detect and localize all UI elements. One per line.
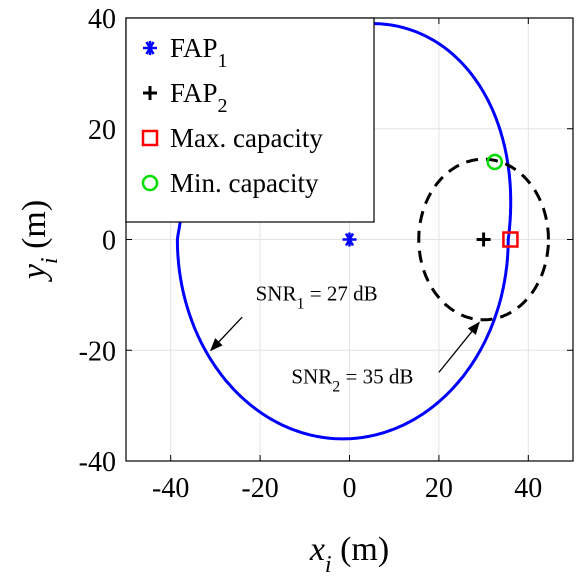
markers — [342, 153, 519, 248]
annotation-arrow-snr2 — [438, 321, 480, 373]
contour-snr1 — [175, 21, 513, 441]
marker-mincap — [486, 153, 504, 171]
legend-marker-fap2 — [143, 86, 157, 100]
legend-label-maxcap: Max. capacity — [170, 123, 323, 153]
legend-marker-maxcap — [141, 129, 159, 147]
legend-label-fap2: FAP2 — [170, 78, 228, 117]
marker-maxcap — [502, 231, 519, 248]
y-axis-label: yi (m) — [16, 200, 63, 282]
legend-marker-mincap — [141, 174, 159, 192]
marker-fap2 — [476, 232, 491, 247]
x-tick-label: -20 — [241, 473, 278, 504]
legend-label-mincap: Min. capacity — [170, 168, 319, 198]
contour-snr2 — [417, 157, 550, 322]
x-tick-label: 20 — [425, 473, 453, 504]
y-tick-label: 0 — [102, 226, 116, 257]
contours — [175, 21, 550, 441]
legend-marker-fap1 — [143, 41, 157, 55]
y-tick-label: -20 — [79, 336, 116, 367]
y-tick-label: -40 — [79, 447, 116, 478]
annotations: SNR1 = 27 dB SNR2 = 35 dB — [210, 281, 480, 395]
y-tick-label: 20 — [88, 115, 116, 146]
x-axis-label: xi (m) — [309, 531, 389, 578]
x-tick-label: 40 — [514, 473, 542, 504]
legend-label-fap1: FAP1 — [170, 33, 228, 72]
legend: FAP1 FAP2 Max. capacity Min. capacity — [125, 17, 375, 223]
x-tick-label: -40 — [152, 473, 189, 504]
annotation-snr1: SNR1 = 27 dB — [256, 281, 378, 312]
annotation-snr2: SNR2 = 35 dB — [291, 364, 413, 395]
ticks: -40 -20 0 20 40 -40 -20 0 20 40 — [79, 4, 573, 504]
x-tick-label: 0 — [343, 473, 357, 504]
y-tick-label: 40 — [88, 4, 116, 35]
annotation-arrow-snr1 — [210, 316, 243, 352]
marker-fap1 — [342, 232, 357, 247]
legend-box — [125, 17, 375, 223]
axis-labels: xi (m) yi (m) — [16, 200, 389, 578]
